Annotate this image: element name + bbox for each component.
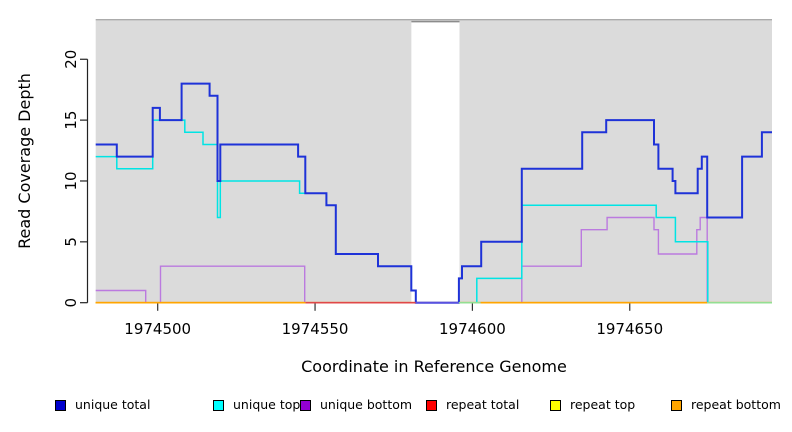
legend-swatch-repeat-total	[426, 399, 437, 411]
legend-label: unique bottom	[320, 397, 413, 412]
legend-label: unique total	[75, 397, 151, 412]
series-line-unique-bottom	[95, 216, 772, 304]
axes: 0 5 10 15 20 1974500 1974550 1974600 1974650	[62, 50, 663, 338]
series-line-unique-total	[95, 82, 772, 304]
plot-panel	[95, 19, 772, 304]
x-tick-label: 1974600	[439, 320, 506, 338]
y-tick-label: 15	[62, 111, 80, 130]
y-tick-label: 20	[62, 50, 80, 69]
legend-swatch-repeat-bottom	[671, 399, 682, 411]
legend-item-unique-top: unique top	[213, 398, 300, 412]
coverage-gap-band	[411, 21, 460, 304]
legend-item-unique-total: unique total	[55, 398, 150, 412]
x-tick-label: 1974500	[124, 320, 191, 338]
legend-item-repeat-top: repeat top	[550, 398, 635, 412]
legend-swatch-unique-bottom	[300, 399, 311, 411]
y-axis-title: Read Coverage Depth	[15, 73, 34, 249]
y-tick-label: 10	[62, 171, 80, 190]
legend-swatch-unique-top	[213, 399, 224, 411]
legend-item-repeat-total: repeat total	[426, 398, 519, 412]
legend-label: repeat top	[570, 397, 636, 412]
legend-swatch-unique-total	[55, 399, 66, 411]
x-tick-label: 1974650	[596, 320, 663, 338]
legend-label: unique top	[233, 397, 301, 412]
legend-item-repeat-bottom: repeat bottom	[671, 398, 781, 412]
legend-swatch-repeat-top	[550, 399, 561, 411]
x-tick-label: 1974550	[282, 320, 349, 338]
legend-item-unique-bottom: unique bottom	[300, 398, 412, 412]
y-tick-label: 5	[62, 237, 80, 247]
legend-label: repeat total	[446, 397, 520, 412]
x-axis-title: Coordinate in Reference Genome	[301, 357, 567, 376]
legend-label: repeat bottom	[691, 397, 781, 412]
y-tick-label: 0	[62, 298, 80, 308]
